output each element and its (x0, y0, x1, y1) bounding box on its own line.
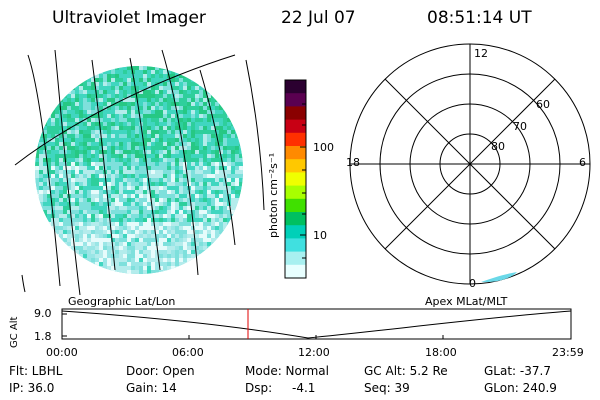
status-glon: GLon: 240.9 (484, 381, 557, 395)
colorbar-segment (285, 225, 306, 239)
colorbar-segment (285, 212, 306, 226)
x-tick-0000: 00:00 (46, 346, 78, 359)
timeline-panel (61, 308, 572, 340)
instrument-title: Ultraviolet Imager (52, 8, 206, 28)
status-glat: GLat: -37.7 (484, 364, 551, 378)
colorbar-segment (285, 198, 306, 213)
colorbar-segment (285, 132, 306, 147)
y-tick-9: 9.0 (34, 307, 52, 320)
status-dsp-label: Dsp: (245, 381, 273, 395)
uv-image-disk (14, 49, 265, 295)
status-mode: Mode: Normal (245, 364, 329, 378)
mlt-label-6: 6 (579, 156, 586, 169)
geographic-caption: Geographic Lat/Lon (68, 295, 176, 308)
status-ip: IP: 36.0 (9, 381, 55, 395)
colorbar-tick-100: 100 (313, 141, 334, 154)
mlt-label-0: 0 (469, 277, 476, 290)
colorbar-segment (285, 264, 306, 279)
status-gc-alt: GC Alt: 5.2 Re (364, 364, 448, 378)
gc-alt-curve (61, 310, 572, 339)
mlt-label-12: 12 (474, 47, 488, 60)
lat-label-80: 80 (491, 140, 505, 153)
colorbar-segment (285, 172, 306, 187)
gc-alt-axis-label: GC Alt (9, 316, 20, 348)
lat-label-70: 70 (513, 120, 527, 133)
observation-time: 08:51:14 UT (427, 8, 532, 28)
status-door: Door: Open (126, 364, 195, 378)
y-tick-1-8: 1.8 (34, 330, 52, 343)
colorbar-unit-label: photon cm⁻²s⁻¹ (267, 152, 280, 238)
colorbar-segment (285, 159, 306, 173)
lat-label-60: 60 (536, 98, 550, 111)
colorbar-segment (285, 119, 306, 134)
status-dsp-value: -4.1 (292, 381, 316, 395)
apex-caption: Apex MLat/MLT (425, 295, 508, 308)
x-tick-1800: 18:00 (425, 346, 457, 359)
colorbar (284, 79, 307, 279)
mlt-label-18: 18 (346, 156, 360, 169)
colorbar-segment (285, 80, 306, 94)
observation-date: 22 Jul 07 (281, 8, 356, 28)
polar-emission-patch (481, 272, 517, 283)
polar-grid (349, 43, 591, 285)
x-tick-0600: 06:00 (172, 346, 204, 359)
geographic-grid (14, 49, 265, 295)
colorbar-segment (285, 238, 306, 253)
colorbar-segment (285, 106, 306, 121)
colorbar-segment (285, 146, 306, 160)
status-gain: Gain: 14 (126, 381, 177, 395)
colorbar-segment (285, 251, 306, 266)
x-tick-1200: 12:00 (298, 346, 330, 359)
x-tick-2359: 23:59 (552, 346, 584, 359)
colorbar-segment (285, 185, 306, 200)
status-filter: Flt: LBHL (9, 364, 63, 378)
colorbar-segment (285, 93, 306, 107)
status-seq: Seq: 39 (364, 381, 410, 395)
colorbar-tick-10: 10 (313, 229, 327, 242)
